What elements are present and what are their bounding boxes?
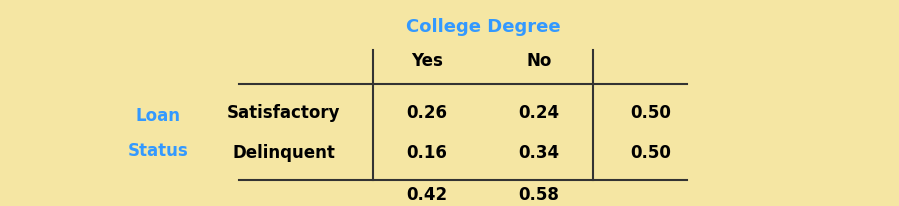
Text: Satisfactory: Satisfactory bbox=[227, 104, 341, 122]
Text: 0.34: 0.34 bbox=[519, 144, 560, 162]
Text: Yes: Yes bbox=[411, 52, 443, 70]
Text: Delinquent: Delinquent bbox=[232, 144, 335, 162]
Text: 0.42: 0.42 bbox=[406, 185, 448, 203]
Text: 0.26: 0.26 bbox=[406, 104, 448, 122]
Text: 0.24: 0.24 bbox=[519, 104, 560, 122]
Text: 0.50: 0.50 bbox=[631, 144, 672, 162]
Text: No: No bbox=[527, 52, 552, 70]
Text: College Degree: College Degree bbox=[405, 18, 560, 36]
Text: Loan
Status: Loan Status bbox=[128, 107, 189, 159]
Text: 0.16: 0.16 bbox=[406, 144, 448, 162]
Text: 0.58: 0.58 bbox=[519, 185, 559, 203]
Text: 0.50: 0.50 bbox=[631, 104, 672, 122]
